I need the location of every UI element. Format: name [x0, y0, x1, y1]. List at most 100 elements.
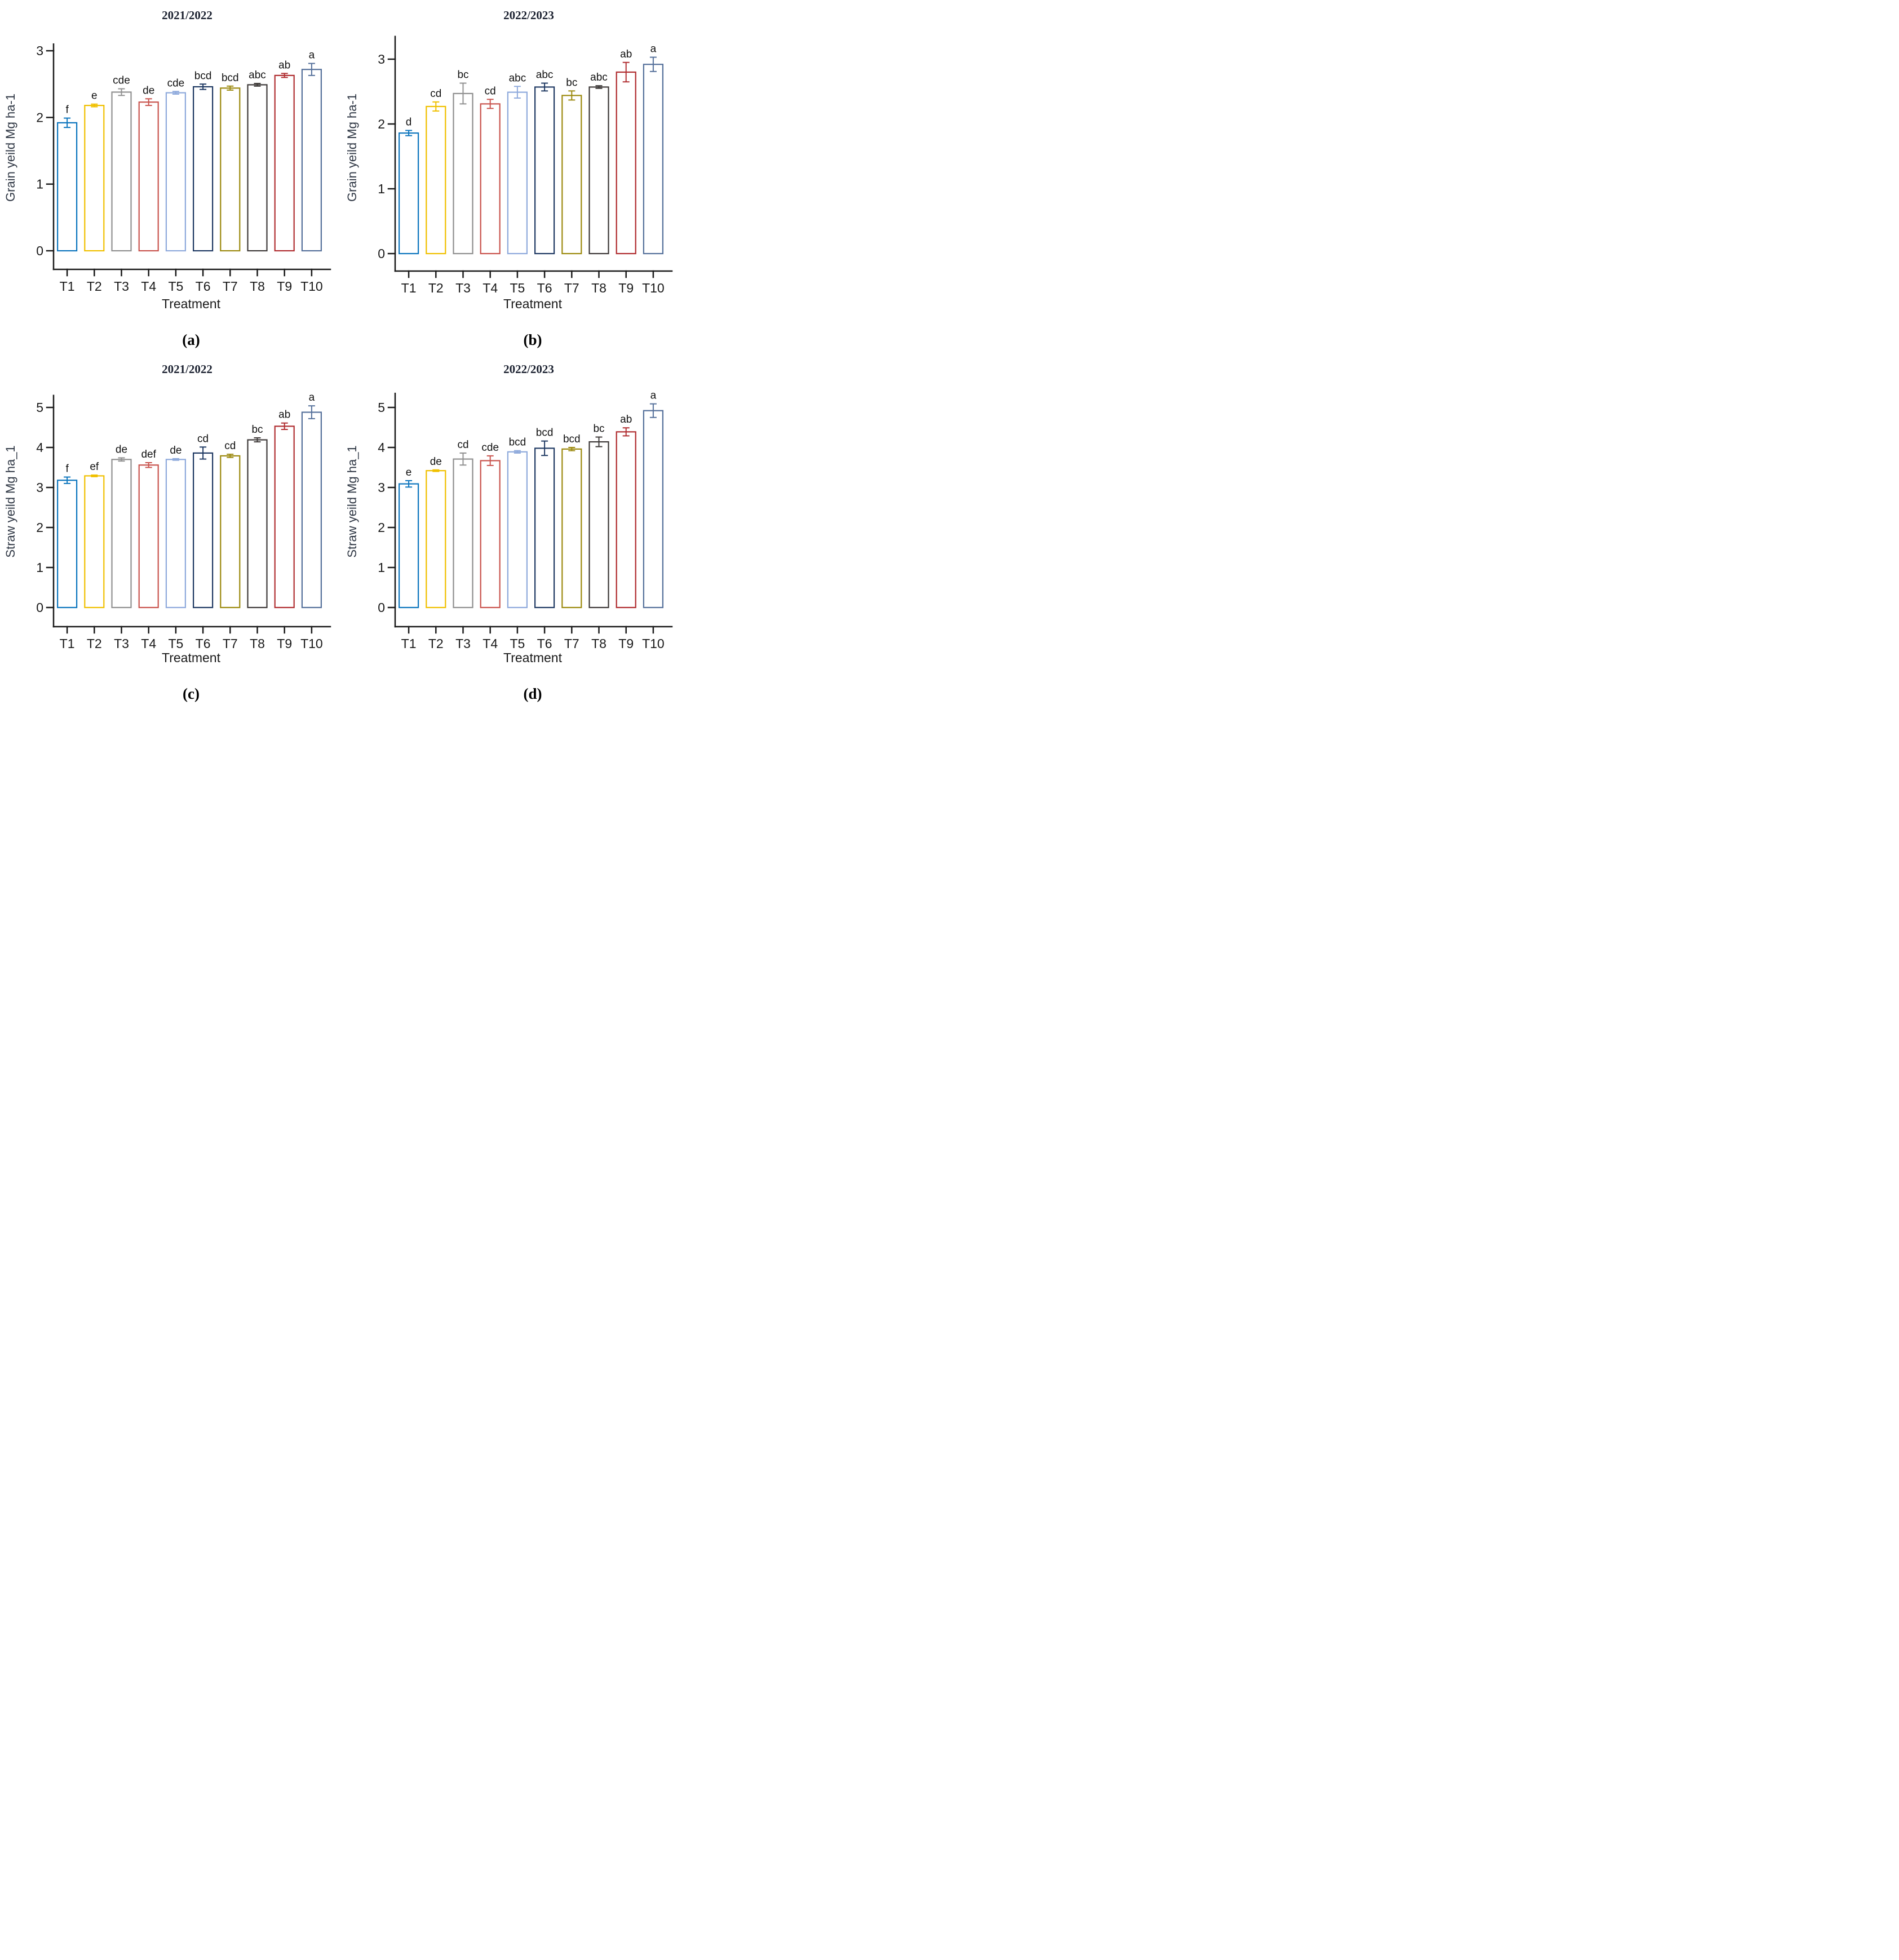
sig-letter-T2: e	[91, 90, 98, 102]
y-axis-label: Straw yeild Mg ha_1	[345, 445, 359, 557]
sig-letter-T1: f	[65, 104, 69, 116]
y-tick-label: 2	[378, 520, 385, 535]
panel-a: 2021/2022 Grain yeild Mg ha-1 0 1 2 3 T1 f T2 e…	[0, 0, 342, 354]
panel-caption: (a)	[182, 331, 200, 348]
sig-letter-T9: ab	[278, 59, 290, 71]
x-tick-label-T2: T2	[428, 636, 444, 651]
sig-letter-T8: abc	[249, 69, 266, 81]
x-tick-label-T3: T3	[114, 279, 129, 294]
x-tick-label-T7: T7	[223, 636, 238, 651]
x-tick-label-T4: T4	[483, 281, 498, 295]
bar-T4	[480, 103, 501, 255]
bar-T9	[274, 74, 295, 252]
bar-T10	[643, 410, 664, 609]
panel-caption: (c)	[183, 685, 200, 702]
sig-letter-T3: cd	[457, 439, 468, 451]
y-tick-label: 3	[378, 480, 385, 495]
x-tick-label-T6: T6	[537, 636, 552, 651]
y-axis-label: Grain yeild Mg ha-1	[345, 94, 359, 202]
sig-letter-T9: ab	[620, 414, 632, 425]
sig-letter-T7: cd	[224, 440, 236, 452]
panel-caption: (d)	[524, 685, 542, 702]
x-tick-label-T2: T2	[428, 281, 444, 295]
y-tick-label: 3	[36, 43, 43, 58]
bar-T1	[398, 132, 419, 255]
sig-letter-T8: abc	[590, 72, 608, 83]
x-tick-label-T5: T5	[168, 279, 183, 294]
x-tick-label-T3: T3	[114, 636, 129, 651]
bar-T6	[193, 452, 214, 609]
sig-letter-T6: abc	[536, 69, 554, 81]
chart-title: 2021/2022	[162, 362, 213, 376]
x-axis-label: Treatment	[503, 296, 563, 311]
x-axis-label: Treatment	[162, 650, 221, 665]
sig-letter-T10: a	[309, 50, 315, 61]
x-tick-label-T5: T5	[168, 636, 183, 651]
x-tick-label-T9: T9	[618, 636, 634, 651]
bar-T4	[138, 464, 159, 609]
x-tick-label-T9: T9	[277, 636, 292, 651]
sig-letter-T4: def	[141, 449, 156, 460]
y-axis-label: Grain yeild Mg ha-1	[3, 94, 17, 202]
bar-T9	[274, 425, 295, 609]
x-tick-label-T8: T8	[250, 279, 265, 294]
y-tick-label: 0	[36, 243, 43, 258]
bar-T3	[111, 459, 132, 609]
sig-letter-T1: f	[65, 463, 69, 475]
x-tick-label-T5: T5	[510, 636, 525, 651]
x-tick-label-T4: T4	[141, 636, 156, 651]
sig-letter-T9: ab	[278, 409, 290, 421]
sig-letter-T3: bc	[457, 69, 468, 81]
bar-T5	[507, 91, 528, 255]
sig-letter-T7: bcd	[222, 72, 239, 84]
bar-T8	[588, 86, 609, 255]
bar-T3	[453, 92, 473, 255]
bar-T2	[426, 470, 446, 609]
y-ticks: 0 1 2 3 4 5	[378, 400, 396, 615]
x-tick-label-T8: T8	[591, 636, 607, 651]
bar-T6	[534, 86, 555, 255]
y-ticks: 0 1 2 3	[36, 43, 55, 258]
y-tick-label: 2	[378, 117, 385, 131]
bar-T1	[56, 480, 78, 609]
x-tick-label-T1: T1	[401, 636, 417, 651]
y-tick-label: 5	[378, 400, 385, 415]
sig-letter-T2: ef	[90, 461, 99, 473]
sig-letter-T6: bcd	[536, 427, 554, 439]
bar-T7	[561, 448, 582, 609]
y-tick-label: 1	[378, 181, 385, 196]
chart-straw-2021-2022: 2021/2022 Straw yeild Mg ha_1 0 1 2 3 4 5 T1 f T…	[3, 362, 331, 702]
x-tick-label-T9: T9	[277, 279, 292, 294]
x-tick-label-T3: T3	[455, 281, 471, 295]
bar-T6	[193, 86, 214, 252]
sig-letter-T1: d	[406, 117, 412, 128]
x-tick-label-T7: T7	[223, 279, 238, 294]
bar-T7	[561, 95, 582, 255]
x-tick-label-T10: T10	[300, 279, 323, 294]
bar-T8	[247, 84, 268, 252]
panel-caption: (b)	[524, 331, 542, 348]
sig-letter-T4: cd	[485, 85, 496, 97]
y-tick-label: 4	[36, 440, 43, 455]
sig-letter-T8: bc	[593, 423, 604, 435]
x-tick-label-T2: T2	[87, 636, 102, 651]
y-tick-label: 4	[378, 440, 385, 455]
sig-letter-T8: bc	[251, 424, 263, 436]
chart-straw-2022-2023: 2022/2023 Straw yeild Mg ha_1 0 1 2 3 4 5 T1 e T…	[345, 362, 673, 702]
x-tick-label-T6: T6	[196, 279, 211, 294]
sig-letter-T7: bc	[566, 77, 577, 88]
sig-letter-T6: cd	[197, 433, 209, 445]
bar-T5	[165, 92, 186, 252]
panel-d: 2022/2023 Straw yeild Mg ha_1 0 1 2 3 4 5 T1 e T…	[342, 354, 683, 708]
figure-grid: 2021/2022 Grain yeild Mg ha-1 0 1 2 3 T1 f T2 e…	[0, 0, 683, 708]
chart-grain-2022-2023: 2022/2023 Grain yeild Mg ha-1 0 1 2 3 T1 d T2 c…	[345, 8, 673, 348]
sig-letter-T10: a	[309, 392, 315, 403]
bar-T1	[398, 483, 419, 609]
sig-letter-T2: de	[430, 456, 442, 468]
x-tick-label-T1: T1	[401, 281, 417, 295]
bar-T5	[507, 451, 528, 609]
y-ticks: 0 1 2 3 4 5	[36, 400, 55, 615]
bar-T10	[301, 69, 322, 252]
bar-T7	[220, 455, 241, 609]
chart-title: 2022/2023	[503, 362, 554, 376]
